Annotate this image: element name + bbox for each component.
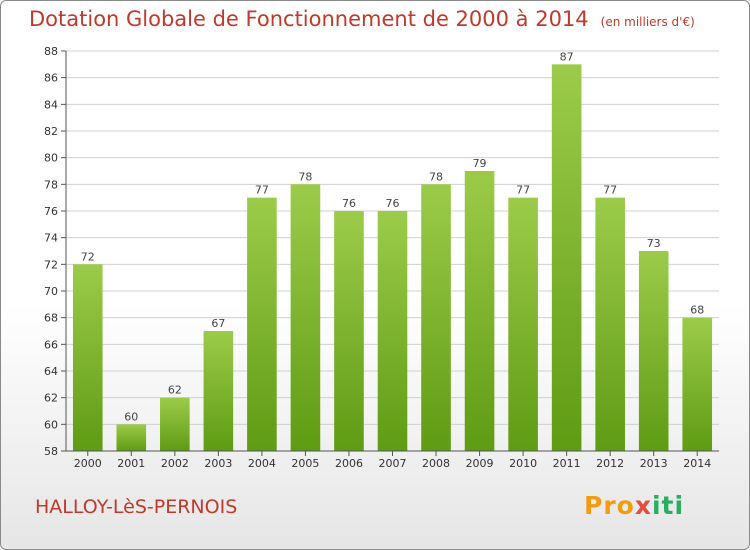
commune-name: HALLOY-LèS-PERNOIS [35,496,238,518]
x-tick-label: 2005 [291,457,319,470]
axes: 58 60 62 64 66 68 70 72 74 76 78 80 82 84 86 88 2000 2001… [44,45,719,470]
bar-value-label: 77 [516,184,530,197]
x-tick-label: 2000 [74,457,102,470]
x-tick-label: 2004 [248,457,276,470]
y-tick-label: 82 [44,125,58,138]
bar-value-label: 87 [560,50,574,63]
y-tick-label: 66 [44,338,58,351]
bar-value-label: 73 [647,237,661,250]
bar-value-label: 67 [211,317,225,330]
bar-2000 [72,264,103,451]
bar-value-label: 78 [429,170,443,183]
bar-2005 [290,184,321,452]
bar-2012 [595,197,625,451]
bar-value-label: 77 [255,184,269,197]
y-tick-label: 78 [44,178,58,191]
proxiti-logo: Proxiti [584,491,685,520]
y-tick-label: 86 [44,72,58,85]
x-tick-label: 2013 [640,457,668,470]
bar-value-label: 79 [473,157,487,170]
x-tick-label: 2001 [117,457,145,470]
bar-value-label: 76 [342,197,356,210]
y-tick-label: 62 [44,392,58,405]
x-tick-label: 2012 [596,457,624,470]
y-tick-label: 68 [44,312,58,325]
bar-value-label: 60 [124,410,138,423]
bar-value-label: 68 [690,304,704,317]
bar-2009 [464,171,495,451]
bars: 72 60 62 67 77 78 76 76 78 79 77 87 77 73 68 [72,50,713,452]
bar-value-label: 72 [81,250,95,263]
y-tick-label: 72 [44,258,58,271]
bar-value-label: 62 [168,384,182,397]
bar-2013 [638,251,669,451]
x-tick-label: 2002 [161,457,189,470]
x-tick-label: 2006 [335,457,363,470]
y-tick-label: 58 [44,445,58,458]
bar-value-label: 76 [386,197,400,210]
y-tick-label: 76 [44,205,58,218]
y-tick-label: 80 [44,152,58,165]
x-tick-label: 2010 [509,457,537,470]
y-tick-label: 64 [44,365,58,378]
chart-title: Dotation Globale de Fonctionnement de 20… [29,7,695,31]
y-tick-label: 60 [44,418,58,431]
x-tick-label: 2011 [553,457,581,470]
bar-2010 [508,197,538,451]
y-tick-label: 74 [44,232,58,245]
bar-2011 [551,64,582,452]
x-tick-label: 2008 [422,457,450,470]
y-tick-label: 88 [44,45,58,58]
bar-2001 [116,424,147,451]
bar-2008 [421,184,451,452]
y-tick-label: 84 [44,98,58,111]
x-tick-label: 2003 [204,457,232,470]
bar-2003 [203,331,234,451]
chart-units: (en milliers d'€) [600,15,695,29]
x-tick-label: 2014 [683,457,711,470]
y-tick-label: 70 [44,285,58,298]
x-tick-label: 2007 [379,457,407,470]
x-tick-label: 2009 [466,457,494,470]
bar-2002 [160,397,190,451]
bar-2004 [247,197,277,451]
bar-2014 [682,317,713,451]
bar-2007 [377,211,408,451]
bar-value-label: 78 [298,170,312,183]
bar-2006 [334,211,364,451]
chart-title-text: Dotation Globale de Fonctionnement de 20… [29,7,589,31]
bar-value-label: 77 [603,184,617,197]
